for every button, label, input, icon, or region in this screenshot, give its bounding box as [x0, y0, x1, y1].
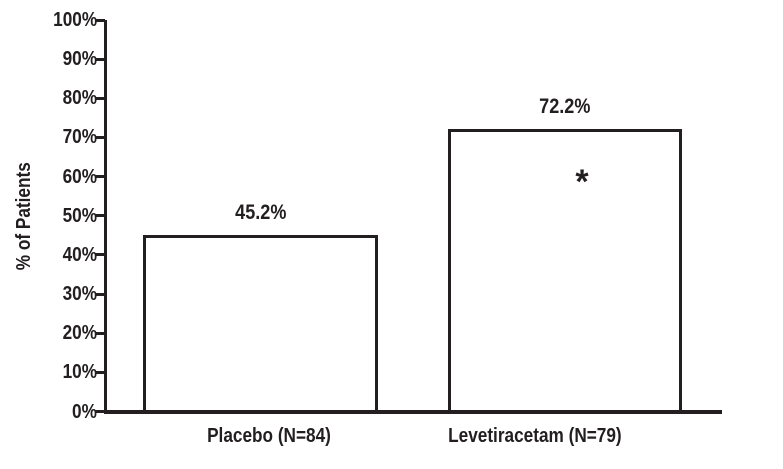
- y-tick-mark: [95, 331, 105, 335]
- significance-asterisk: *: [575, 163, 589, 202]
- y-tick-label-text: 20%: [62, 322, 97, 345]
- y-tick-label-text: 10%: [62, 361, 97, 384]
- y-tick-mark: [95, 253, 105, 257]
- y-tick-label: 30%: [0, 283, 97, 305]
- bar-placebo: [143, 235, 378, 413]
- y-tick-mark: [95, 175, 105, 179]
- y-axis-line: [104, 20, 107, 414]
- y-tick-mark: [95, 370, 105, 374]
- y-tick-label: 10%: [0, 361, 97, 383]
- y-tick-label-text: 0%: [72, 400, 97, 423]
- x-category-label: Levetiracetam (N=79): [420, 425, 650, 447]
- y-tick-label: 60%: [0, 166, 97, 188]
- y-tick-label-text: 40%: [62, 243, 97, 266]
- y-tick-label-text: 100%: [53, 9, 97, 31]
- bar-value-label: 72.2%: [505, 95, 625, 119]
- y-tick-label: 100%: [0, 9, 97, 31]
- y-tick-mark: [95, 57, 105, 61]
- y-tick-label: 80%: [0, 87, 97, 109]
- y-tick-label: 40%: [0, 244, 97, 266]
- y-tick-mark: [95, 96, 105, 100]
- y-tick-label: 0%: [0, 401, 97, 423]
- bar-value-text: 45.2%: [234, 201, 287, 224]
- y-tick-mark: [95, 18, 105, 22]
- x-category-text: Placebo (N=84): [207, 425, 331, 447]
- y-tick-label: 70%: [0, 126, 97, 148]
- y-tick-label-text: 90%: [62, 48, 97, 71]
- y-tick-label-text: 50%: [62, 204, 97, 227]
- y-tick-label-text: 70%: [62, 126, 97, 149]
- bar-value-text: 72.2%: [539, 95, 591, 118]
- y-tick-mark: [95, 214, 105, 218]
- y-tick-label-text: 60%: [62, 165, 97, 188]
- y-tick-mark: [95, 135, 105, 139]
- x-axis-line: [104, 410, 722, 414]
- bar-value-label: 45.2%: [201, 201, 321, 225]
- y-tick-label-text: 80%: [62, 87, 97, 110]
- bar-levetiracetam: [448, 129, 682, 413]
- y-tick-mark: [95, 410, 105, 413]
- x-category-label: Placebo (N=84): [154, 425, 384, 447]
- y-tick-label: 90%: [0, 48, 97, 70]
- y-tick-label: 50%: [0, 205, 97, 227]
- y-tick-label-text: 30%: [62, 283, 97, 306]
- y-tick-label: 20%: [0, 322, 97, 344]
- y-tick-mark: [95, 292, 105, 296]
- x-category-text: Levetiracetam (N=79): [448, 425, 622, 447]
